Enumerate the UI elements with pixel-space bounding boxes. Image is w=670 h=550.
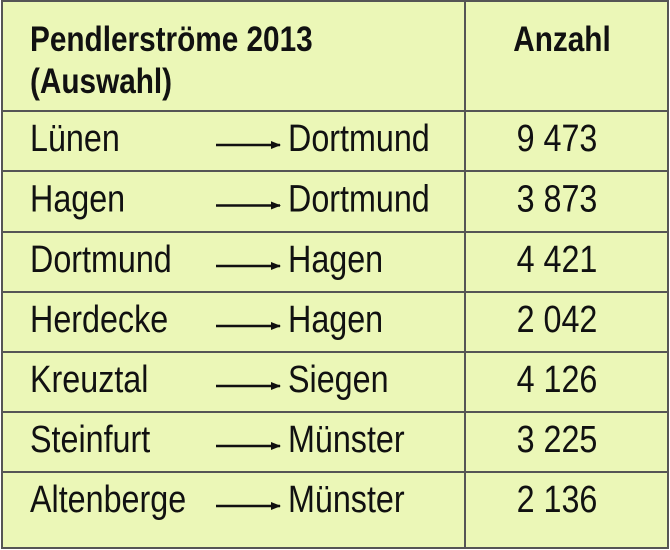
commuter-count: 9 473 — [517, 118, 598, 160]
origin-city: Hagen — [30, 178, 125, 220]
destination-city: Münster — [288, 479, 405, 521]
origin-city: Kreuztal — [30, 359, 148, 401]
column-header: Anzahl — [513, 20, 610, 59]
destination-city: Siegen — [288, 359, 389, 401]
commuter-count: 2 042 — [517, 299, 598, 341]
origin-city: Lünen — [30, 118, 120, 160]
destination-city: Dortmund — [288, 118, 430, 160]
commuter-count: 4 126 — [517, 359, 598, 401]
destination-city: Dortmund — [288, 178, 430, 220]
header-title: Pendlerströme 2013 — [30, 20, 313, 59]
origin-city: Steinfurt — [30, 419, 150, 461]
header-subtitle: (Auswahl) — [30, 62, 172, 101]
destination-city: Münster — [288, 419, 405, 461]
commuter-count: 3 873 — [517, 178, 598, 220]
commuter-count: 2 136 — [517, 479, 598, 521]
origin-city: Herdecke — [30, 299, 168, 341]
destination-city: Hagen — [288, 299, 383, 341]
commuter-count: 4 421 — [517, 239, 598, 281]
origin-city: Dortmund — [30, 239, 172, 281]
destination-city: Hagen — [288, 239, 383, 281]
origin-city: Altenberge — [30, 479, 186, 521]
commuter-count: 3 225 — [517, 419, 598, 461]
